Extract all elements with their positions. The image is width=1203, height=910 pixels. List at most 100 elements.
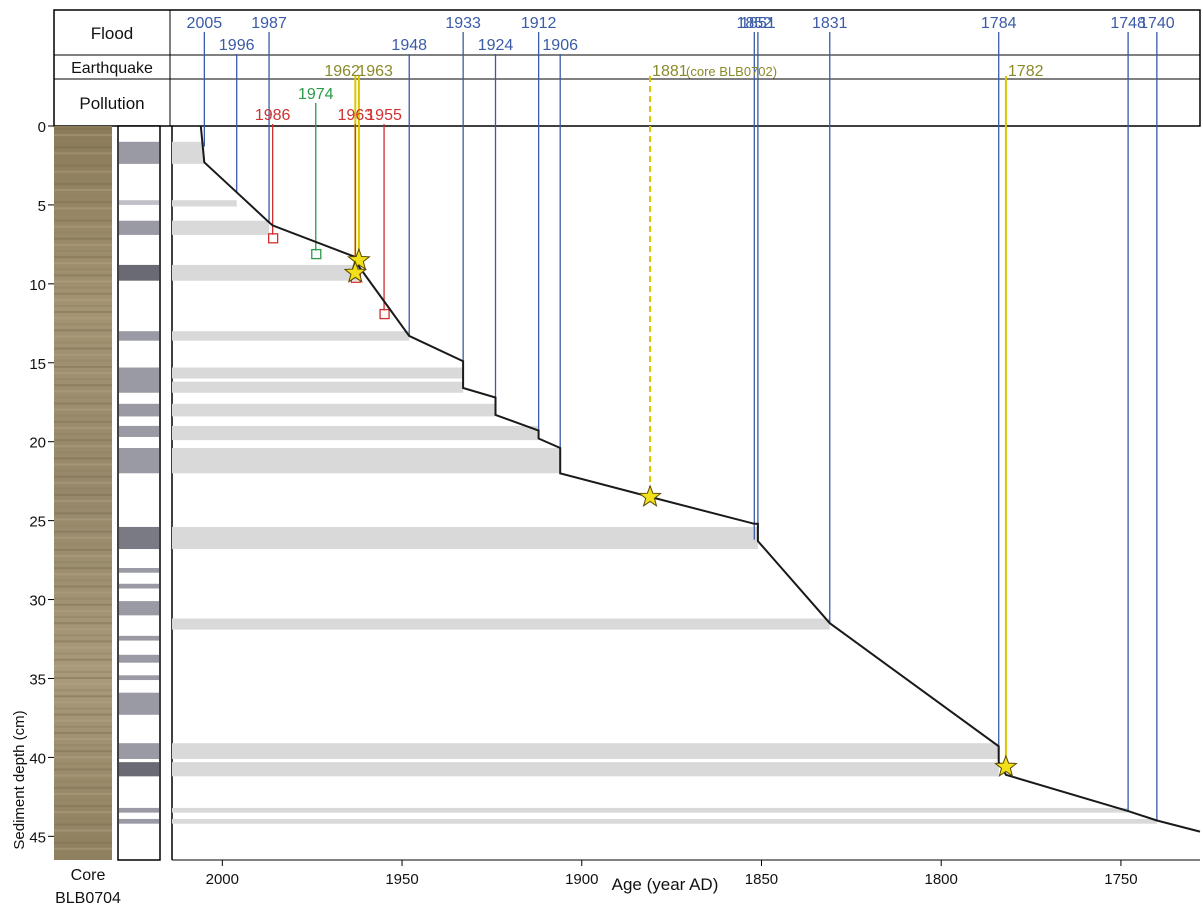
core-lamina bbox=[54, 445, 112, 448]
core-lamina bbox=[54, 555, 112, 557]
flood-label: 1996 bbox=[219, 37, 255, 54]
earthquake-label: 1963 bbox=[357, 63, 393, 80]
core-lamina bbox=[54, 847, 112, 850]
core-lamina bbox=[54, 128, 112, 130]
core-lamina bbox=[54, 451, 112, 454]
core-lamina bbox=[54, 463, 112, 466]
row-label-pollution: Pollution bbox=[79, 94, 144, 113]
core-lamina bbox=[54, 280, 112, 283]
core-lamina bbox=[54, 823, 112, 826]
log-layer bbox=[119, 567, 159, 573]
core-lamina bbox=[54, 622, 112, 625]
log-layer bbox=[119, 743, 159, 759]
event-layer-band bbox=[172, 367, 464, 379]
core-lamina bbox=[54, 256, 112, 259]
core-lamina bbox=[54, 701, 112, 704]
flood-label: 1933 bbox=[445, 15, 481, 32]
core-lamina bbox=[54, 439, 112, 442]
log-layer bbox=[119, 635, 159, 641]
event-layer-band bbox=[172, 425, 539, 441]
flood-label: 1784 bbox=[981, 15, 1017, 32]
x-tick-label: 1950 bbox=[385, 871, 418, 888]
log-layer bbox=[119, 220, 159, 235]
y-tick-label: 0 bbox=[38, 119, 46, 136]
x-axis-title: Age (year AD) bbox=[612, 875, 719, 894]
log-layer bbox=[119, 807, 159, 813]
core-lamina bbox=[54, 268, 112, 271]
header-frame bbox=[53, 9, 1201, 127]
core-lamina bbox=[54, 140, 112, 143]
y-tick-label: 20 bbox=[29, 435, 46, 452]
core-lamina bbox=[54, 695, 112, 698]
core-lamina bbox=[54, 152, 112, 155]
pollution-marker bbox=[267, 233, 279, 244]
event-layer-band bbox=[172, 762, 999, 777]
core-lamina bbox=[54, 189, 112, 191]
core-lamina bbox=[54, 317, 112, 320]
core-lamina bbox=[54, 853, 112, 856]
core-lamina bbox=[54, 664, 112, 667]
event-layer-band bbox=[172, 141, 205, 164]
y-tick-label: 40 bbox=[29, 750, 46, 767]
log-layer bbox=[119, 264, 159, 281]
core-lamina bbox=[54, 573, 112, 576]
core-lamina bbox=[54, 500, 112, 503]
earthquake-star bbox=[343, 260, 368, 283]
event-layer-band bbox=[172, 526, 758, 550]
core-lamina bbox=[54, 201, 112, 204]
core-lamina bbox=[54, 835, 112, 838]
pollution-marker bbox=[379, 308, 390, 320]
core-photo bbox=[54, 126, 112, 860]
core-lamina bbox=[54, 213, 112, 216]
age-depth-model bbox=[199, 125, 1201, 833]
earthquake-label: 1881 bbox=[652, 63, 688, 80]
core-lamina bbox=[54, 542, 112, 545]
core-lamina bbox=[54, 408, 112, 411]
core-lamina bbox=[54, 274, 112, 277]
core-lamina bbox=[54, 237, 112, 240]
log-layer bbox=[119, 526, 159, 550]
core-lamina bbox=[54, 579, 112, 582]
core-lamina bbox=[54, 597, 112, 600]
x-tick-label: 1850 bbox=[745, 871, 778, 888]
core-lamina bbox=[54, 750, 112, 753]
x-axis: 2000 1950 1900 1850 1800 1750 bbox=[172, 859, 1200, 888]
event-layer-band bbox=[172, 200, 237, 207]
core-lamina bbox=[54, 762, 112, 765]
row-label-earthquake: Earthquake bbox=[71, 60, 153, 77]
core-lamina bbox=[54, 347, 112, 350]
core-lamina bbox=[54, 683, 112, 686]
core-lamina bbox=[54, 457, 112, 460]
core-lamina bbox=[54, 756, 112, 759]
core-lamina bbox=[54, 304, 112, 307]
core-lamina bbox=[54, 512, 112, 515]
core-lamina bbox=[54, 646, 112, 649]
core-lamina bbox=[54, 146, 112, 149]
core-lamina bbox=[54, 134, 112, 137]
core-lamina bbox=[54, 487, 112, 490]
log-layer bbox=[119, 762, 159, 777]
core-lamina bbox=[54, 207, 112, 210]
y-tick-label: 15 bbox=[29, 356, 46, 373]
flood-label: 1740 bbox=[1139, 15, 1175, 32]
flood-label: 1906 bbox=[542, 37, 578, 54]
core-lamina bbox=[54, 262, 112, 265]
event-layer-band bbox=[172, 264, 359, 281]
log-layer bbox=[119, 200, 159, 205]
earthquake-label: 1962 bbox=[324, 63, 360, 80]
y-tick-label: 5 bbox=[38, 198, 46, 215]
earthquake-star bbox=[994, 754, 1018, 777]
y-tick-label: 30 bbox=[29, 593, 46, 610]
log-layer bbox=[119, 654, 159, 663]
header-box: Flood Earthquake Pollution bbox=[53, 9, 1201, 127]
y-tick-label: 25 bbox=[29, 514, 46, 531]
core-lamina bbox=[54, 609, 112, 612]
earthquake-label: 1782 bbox=[1008, 63, 1044, 80]
core-lamina bbox=[54, 652, 112, 655]
age-depth-line bbox=[199, 125, 1201, 833]
pollution-label: 1963 bbox=[338, 107, 374, 124]
core-lamina bbox=[54, 231, 112, 234]
core-lamina bbox=[54, 774, 112, 777]
